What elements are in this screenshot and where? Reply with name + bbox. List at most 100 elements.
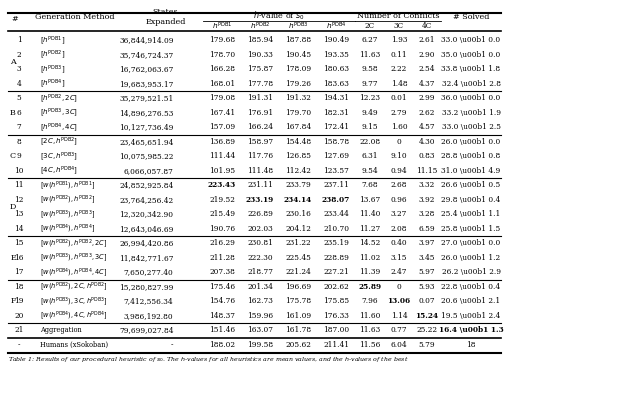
Text: 234.14: 234.14: [284, 196, 312, 204]
Text: 12.23: 12.23: [360, 94, 381, 102]
Text: 27.0 \u00b1 0.0: 27.0 \u00b1 0.0: [442, 239, 500, 247]
Text: 177.78: 177.78: [247, 80, 273, 88]
Text: 176.91: 176.91: [247, 109, 273, 117]
Text: 23,465,651.94: 23,465,651.94: [119, 138, 173, 146]
Text: 7,650,277.40: 7,650,277.40: [124, 268, 173, 276]
Text: 20: 20: [14, 312, 24, 320]
Text: 168.01: 168.01: [209, 80, 235, 88]
Text: 228.89: 228.89: [323, 254, 349, 262]
Text: 35.0 \u00b1 0.0: 35.0 \u00b1 0.0: [442, 51, 500, 59]
Text: 190.33: 190.33: [247, 51, 273, 59]
Text: 0.77: 0.77: [390, 326, 407, 334]
Text: 204.12: 204.12: [285, 225, 311, 233]
Text: 12,643,046.69: 12,643,046.69: [119, 225, 173, 233]
Text: $[h^{\mathrm{PDB3}}]$: $[h^{\mathrm{PDB3}}]$: [40, 63, 65, 75]
Text: 24,852,925.84: 24,852,925.84: [119, 181, 173, 189]
Text: 117.76: 117.76: [247, 152, 273, 160]
Text: 20.6 \u00b1 2.1: 20.6 \u00b1 2.1: [442, 297, 500, 305]
Text: 191.32: 191.32: [285, 94, 311, 102]
Text: 4.37: 4.37: [419, 80, 435, 88]
Text: 221.24: 221.24: [285, 268, 311, 276]
Text: 19: 19: [14, 297, 24, 305]
Text: 23,764,256.42: 23,764,256.42: [120, 196, 173, 204]
Text: 148.37: 148.37: [209, 312, 235, 320]
Text: 199.58: 199.58: [247, 341, 273, 349]
Text: 179.26: 179.26: [285, 80, 311, 88]
Text: 2.47: 2.47: [391, 268, 407, 276]
Text: $h^{\mathrm{PDB3}}$: $h^{\mathrm{PDB3}}$: [288, 20, 308, 32]
Text: 157.09: 157.09: [209, 123, 235, 131]
Text: 210.70: 210.70: [323, 225, 349, 233]
Text: 112.42: 112.42: [285, 167, 311, 175]
Text: 0.11: 0.11: [390, 51, 407, 59]
Text: 18: 18: [467, 341, 476, 349]
Text: 179.70: 179.70: [285, 109, 311, 117]
Text: 3.15: 3.15: [391, 254, 407, 262]
Text: 231.22: 231.22: [285, 239, 311, 247]
Text: 19,683,953.17: 19,683,953.17: [119, 80, 173, 88]
Text: 14,896,276.53: 14,896,276.53: [119, 109, 173, 117]
Text: 1.48: 1.48: [390, 80, 407, 88]
Text: 7,412,556.34: 7,412,556.34: [124, 297, 173, 305]
Text: 0.83: 0.83: [419, 152, 435, 160]
Text: 6.27: 6.27: [362, 36, 378, 44]
Text: $[2C, h^{\mathrm{PDB2}}]$: $[2C, h^{\mathrm{PDB2}}]$: [40, 135, 78, 148]
Text: 202.03: 202.03: [247, 225, 273, 233]
Text: $h^{\mathrm{PDB4}}$: $h^{\mathrm{PDB4}}$: [326, 20, 346, 32]
Text: 0.96: 0.96: [390, 196, 407, 204]
Text: 17: 17: [14, 268, 24, 276]
Text: 211.28: 211.28: [209, 254, 235, 262]
Text: D: D: [10, 203, 16, 211]
Text: 2.61: 2.61: [419, 36, 435, 44]
Text: 33.8 \u00b1 1.8: 33.8 \u00b1 1.8: [442, 65, 500, 73]
Text: 13.06: 13.06: [387, 297, 411, 305]
Text: #: #: [12, 15, 19, 23]
Text: 26.0 \u00b1 0.0: 26.0 \u00b1 0.0: [442, 138, 500, 146]
Text: 14: 14: [14, 225, 24, 233]
Text: 226.89: 226.89: [247, 210, 273, 218]
Text: 33.0 \u00b1 0.0: 33.0 \u00b1 0.0: [442, 36, 500, 44]
Text: 5.93: 5.93: [419, 283, 435, 291]
Text: 10: 10: [14, 167, 24, 175]
Text: 172.41: 172.41: [323, 123, 349, 131]
Text: 2.62: 2.62: [419, 109, 435, 117]
Text: 163.07: 163.07: [247, 326, 273, 334]
Text: 11.39: 11.39: [360, 268, 381, 276]
Text: 11.63: 11.63: [360, 51, 381, 59]
Text: 188.02: 188.02: [209, 341, 235, 349]
Text: 178.09: 178.09: [285, 65, 311, 73]
Text: 3C: 3C: [394, 22, 404, 30]
Text: 230.81: 230.81: [247, 239, 273, 247]
Text: 202.62: 202.62: [323, 283, 349, 291]
Text: Table 1: Results of our procedural heuristic of $s_0$. The $h$-values for all he: Table 1: Results of our procedural heuri…: [8, 355, 408, 364]
Text: 13.67: 13.67: [360, 196, 381, 204]
Text: 225.45: 225.45: [285, 254, 311, 262]
Text: 154.48: 154.48: [285, 138, 311, 146]
Text: 190.49: 190.49: [323, 36, 349, 44]
Text: 36,844,914.09: 36,844,914.09: [119, 36, 173, 44]
Text: 233.79: 233.79: [285, 181, 311, 189]
Text: $h$-value of $s_0$: $h$-value of $s_0$: [253, 10, 305, 22]
Text: $[w(h^{\mathrm{PDB2}}), 2C, h^{\mathrm{PDB2}}]$: $[w(h^{\mathrm{PDB2}}), 2C, h^{\mathrm{P…: [40, 280, 108, 293]
Text: 111.48: 111.48: [247, 167, 273, 175]
Text: 3.28: 3.28: [419, 210, 435, 218]
Text: 179.08: 179.08: [209, 94, 235, 102]
Text: 9.15: 9.15: [362, 123, 378, 131]
Text: 4.30: 4.30: [419, 138, 435, 146]
Text: 10,127,736.49: 10,127,736.49: [119, 123, 173, 131]
Text: 22.08: 22.08: [360, 138, 381, 146]
Text: 6.59: 6.59: [419, 225, 435, 233]
Text: $[h^{\mathrm{PDB3}}, 3C]$: $[h^{\mathrm{PDB3}}, 3C]$: [40, 106, 78, 119]
Text: 4: 4: [17, 80, 21, 88]
Text: 162.73: 162.73: [247, 297, 273, 305]
Text: 175.85: 175.85: [323, 297, 349, 305]
Text: 227.21: 227.21: [323, 268, 349, 276]
Text: 11.40: 11.40: [359, 210, 381, 218]
Text: 2: 2: [17, 51, 21, 59]
Text: 26.2 \u00b1 2.9: 26.2 \u00b1 2.9: [442, 268, 500, 276]
Text: 230.16: 230.16: [285, 210, 311, 218]
Text: 15,280,827.99: 15,280,827.99: [119, 283, 173, 291]
Text: 25.8 \u00b1 1.5: 25.8 \u00b1 1.5: [442, 225, 500, 233]
Text: 216.29: 216.29: [209, 239, 235, 247]
Text: 32.4 \u00b1 2.8: 32.4 \u00b1 2.8: [442, 80, 500, 88]
